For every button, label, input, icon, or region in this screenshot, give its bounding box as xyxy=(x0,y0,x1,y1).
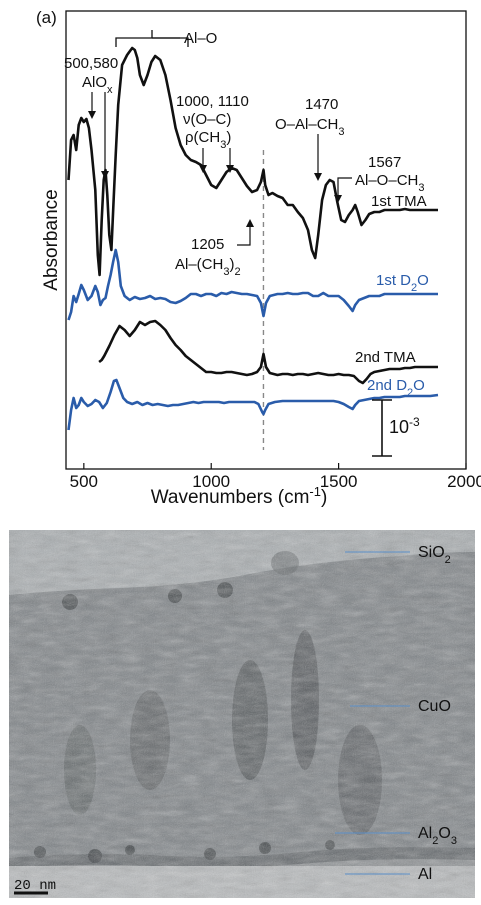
a1205-label-1: 1205 xyxy=(191,236,224,253)
a1470-label-2: O–Al–CH3 xyxy=(275,116,344,138)
x-tick-label: 1000 xyxy=(192,472,230,491)
a1205-label-2: Al–(CH3)2 xyxy=(175,256,241,278)
alo-label: Al–O xyxy=(184,30,217,47)
series-label-1st-d2o: 1st D2O xyxy=(376,272,429,294)
tem-grain-noise xyxy=(9,530,475,898)
tem-label-sio2: SiO2 xyxy=(418,544,451,566)
annotations: Al–O 500,580 AlOx 1000, 1110 ν(O–C) ρ(CH… xyxy=(64,30,424,278)
a1567-label-1: 1567 xyxy=(368,154,401,171)
a1470-label-1: 1470 xyxy=(305,96,338,113)
series-line-1 xyxy=(67,248,438,321)
panel-label: (a) xyxy=(36,8,57,27)
x-ticks: 500 1000 1500 2000 xyxy=(70,463,481,491)
x-tick-label: 1500 xyxy=(320,472,358,491)
series-line-2 xyxy=(98,319,438,385)
tem-label-cuo: CuO xyxy=(418,698,451,715)
x-tick-label: 2000 xyxy=(447,472,481,491)
arrow-1205 xyxy=(237,219,254,246)
scale-bar: 10-3 xyxy=(372,399,420,457)
tem-leaders xyxy=(335,551,410,875)
voc-label-2: ν(O–C) xyxy=(183,111,231,128)
tem-scale-bar-label: 20 nm xyxy=(14,878,56,894)
series-label-2nd-d2o: 2nd D2O xyxy=(367,377,425,399)
series-group xyxy=(67,46,439,431)
series-label-1st-tma: 1st TMA xyxy=(371,193,427,210)
aloxa-label: 500,580 xyxy=(64,55,118,72)
series-label-2nd-tma: 2nd TMA xyxy=(355,349,416,366)
ftir-chart: (a) Absorbance 500 1000 1500 2000 Wavenumbe… xyxy=(36,8,481,508)
scale-bar-label: 10-3 xyxy=(389,415,420,437)
aloxb-label: AlOx xyxy=(82,74,113,96)
a1567-label-2: Al–O–CH3 xyxy=(355,172,424,194)
plot-frame xyxy=(65,10,467,470)
y-axis-title: Absorbance xyxy=(41,189,62,290)
tem-image: SiO2 CuO Al2O3 Al 20 nm xyxy=(9,530,475,898)
x-tick-label: 500 xyxy=(70,472,98,491)
voc-label-1: 1000, 1110 xyxy=(176,93,249,110)
x-axis-title: Wavenumbers (cm-1) xyxy=(151,484,328,509)
tem-label-al: Al xyxy=(418,866,432,883)
series-line-3 xyxy=(67,378,439,431)
arrow-1567 xyxy=(334,177,352,203)
voc-label-3: ρ(CH3) xyxy=(185,129,231,151)
tem-label-al2o3: Al2O3 xyxy=(418,825,457,847)
